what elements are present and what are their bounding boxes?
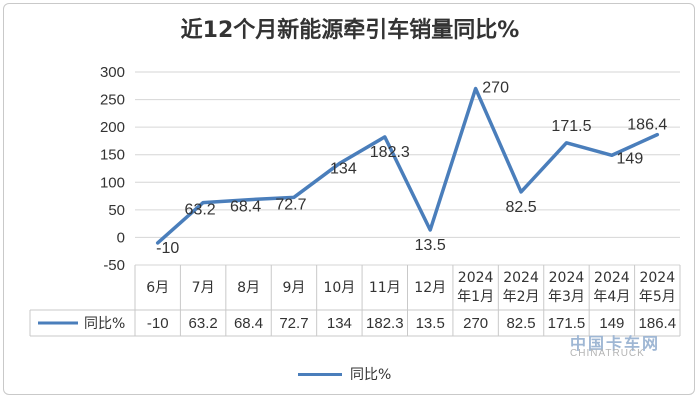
- y-tick-label: 150: [100, 147, 125, 164]
- x-tick-label: 2024 年5月: [639, 270, 676, 305]
- data-label: 72.7: [275, 196, 306, 213]
- x-tick-label: 9月: [282, 280, 305, 296]
- chart-title: 近12个月新能源牵引车销量同比%: [180, 18, 520, 43]
- y-tick-label: 200: [100, 119, 125, 136]
- y-tick-label: 50: [108, 202, 125, 219]
- watermark-text: 中国卡车网: [570, 334, 661, 353]
- watermark-subtext: CHINATRUCK: [570, 348, 645, 359]
- legend: 同比%: [298, 364, 391, 384]
- y-tick-label: -50: [103, 257, 125, 274]
- x-tick-label: 11月: [369, 280, 401, 296]
- data-label: 270: [482, 80, 509, 97]
- table-value-cell: 13.5: [416, 315, 445, 332]
- x-tick-label: 2024 年3月: [548, 270, 585, 305]
- table-series-name: 同比%: [84, 316, 125, 332]
- x-tick-label: 10月: [323, 280, 355, 296]
- data-label: 13.5: [415, 237, 446, 254]
- table-value-cell: 270: [463, 315, 488, 332]
- legend-label: 同比%: [350, 367, 392, 383]
- x-tick-label: 6月: [146, 280, 169, 296]
- x-tick-label: 2024 年2月: [503, 270, 540, 305]
- x-tick-label: 8月: [237, 280, 260, 296]
- data-label: -10: [156, 240, 179, 257]
- y-tick-label: 300: [100, 64, 125, 81]
- data-label: 171.5: [551, 118, 591, 135]
- table-value-cell: 134: [327, 315, 352, 332]
- y-tick-label: 250: [100, 92, 125, 109]
- data-label: 68.4: [230, 199, 261, 216]
- table-value-cell: 68.4: [234, 315, 263, 332]
- x-tick-label: 12月: [414, 280, 446, 296]
- x-tick-label: 7月: [192, 280, 215, 296]
- y-tick-label: 0: [117, 229, 125, 246]
- table-value-cell: 149: [599, 315, 624, 332]
- chart-frame: [3, 3, 695, 395]
- legend-line-swatch: [298, 372, 342, 376]
- series-line: [155, 86, 660, 245]
- table-value-cell: 182.3: [366, 315, 404, 332]
- data-label: 82.5: [505, 199, 536, 216]
- table-value-cell: 186.4: [639, 315, 677, 332]
- x-tick-label: 2024 年1月: [457, 270, 494, 305]
- watermark-logo: 中国卡车网 CHINATRUCK: [540, 330, 690, 380]
- data-label: 149: [617, 150, 644, 167]
- table-value-cell: -10: [147, 315, 169, 332]
- data-label: 186.4: [627, 117, 667, 134]
- data-label: 134: [330, 161, 357, 178]
- y-tick-label: 100: [100, 174, 125, 191]
- table-value-cell: 72.7: [279, 315, 308, 332]
- data-label: 63.2: [185, 202, 216, 219]
- table-value-cell: 82.5: [506, 315, 535, 332]
- data-label: 182.3: [370, 144, 410, 161]
- x-tick-label: 2024 年4月: [593, 270, 630, 305]
- table-value-cell: 171.5: [548, 315, 586, 332]
- table-value-cell: 63.2: [189, 315, 218, 332]
